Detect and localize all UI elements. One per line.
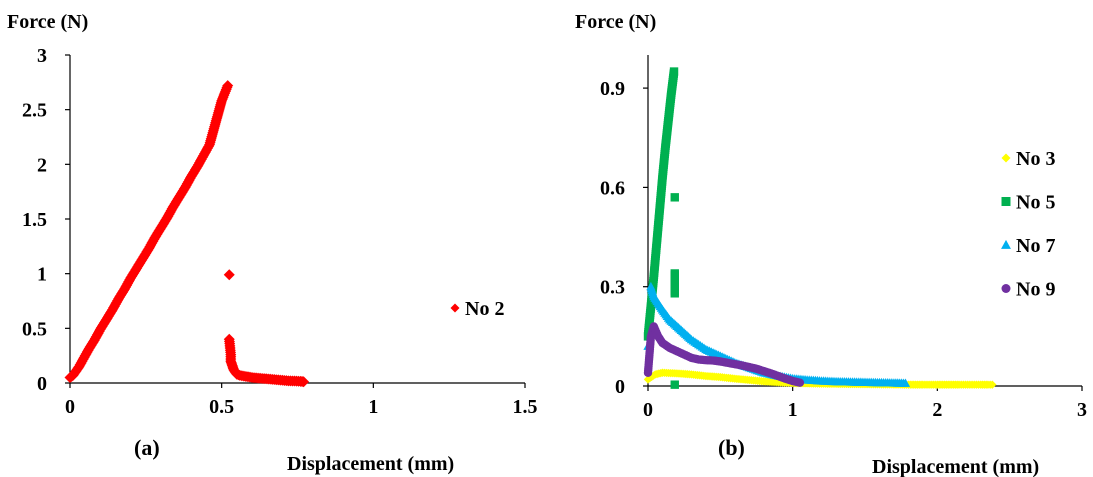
data-point bbox=[988, 380, 997, 389]
legend-marker bbox=[1001, 197, 1011, 206]
y-tick-label: 2.5 bbox=[22, 100, 47, 122]
x-tick-label: 1 bbox=[368, 396, 378, 418]
series-no-5 bbox=[643, 67, 679, 389]
legend-item: No 5 bbox=[1001, 192, 1055, 214]
data-point bbox=[669, 67, 679, 76]
legend-label: No 2 bbox=[465, 298, 504, 320]
data-points bbox=[64, 80, 310, 388]
chart-panel-a: Force (N) Displacement (mm) (a) 0 0.5 1 1.5… bbox=[7, 11, 538, 475]
legend: No 3 No 5 No 7 No 9 bbox=[1001, 148, 1055, 301]
y-tick-label: 0.5 bbox=[22, 318, 47, 340]
data-point bbox=[670, 193, 679, 202]
data-point bbox=[298, 376, 310, 388]
panel-label: (a) bbox=[134, 435, 160, 460]
y-tick-label: 0.6 bbox=[600, 177, 625, 199]
legend-label: No 5 bbox=[1016, 192, 1055, 214]
data-point bbox=[670, 380, 679, 389]
legend-marker bbox=[450, 303, 460, 313]
x-tick-label: 1.5 bbox=[513, 396, 538, 418]
legend-marker bbox=[1001, 239, 1011, 249]
y-tick-label: 3 bbox=[37, 45, 47, 67]
legend-label: No 3 bbox=[1016, 148, 1055, 170]
data-point bbox=[795, 378, 805, 387]
y-tick-label: 0 bbox=[615, 376, 625, 398]
y-tick-label: 0 bbox=[37, 373, 47, 395]
series-no-2 bbox=[64, 80, 310, 388]
y-tick-label: 2 bbox=[37, 154, 47, 176]
legend-marker bbox=[1001, 284, 1011, 293]
axes: 0 0.5 1 1.5 0 0.5 1 1.5 2 2.5 3 bbox=[22, 45, 538, 418]
data-points bbox=[643, 67, 997, 389]
legend-item: No 2 bbox=[450, 298, 504, 320]
legend-item: No 7 bbox=[1001, 235, 1055, 257]
legend-marker bbox=[1001, 153, 1011, 163]
y-axis-title: Force (N) bbox=[575, 11, 656, 33]
x-axis-title: Displacement (mm) bbox=[287, 453, 454, 475]
data-point bbox=[670, 289, 679, 298]
x-tick-label: 0 bbox=[65, 396, 75, 418]
series-no-3 bbox=[643, 368, 997, 389]
panel-label: (b) bbox=[718, 435, 745, 460]
x-tick-label: 3 bbox=[1077, 399, 1087, 421]
x-axis-title: Displacement (mm) bbox=[872, 456, 1039, 477]
data-point bbox=[222, 80, 234, 92]
data-point bbox=[223, 269, 235, 281]
series-no-9 bbox=[643, 322, 805, 387]
legend: No 2 bbox=[450, 298, 504, 320]
legend-label: No 9 bbox=[1016, 279, 1055, 301]
legend-item: No 9 bbox=[1001, 279, 1055, 301]
x-tick-label: 1 bbox=[788, 399, 798, 421]
y-axis-title: Force (N) bbox=[7, 11, 88, 33]
x-tick-label: 0 bbox=[643, 399, 653, 421]
y-tick-label: 1.5 bbox=[22, 209, 47, 231]
data-point bbox=[900, 378, 911, 387]
chart-panel-b: Force (N) Displacement (mm) (b) 0 1 2 3 0 0.3… bbox=[575, 11, 1087, 477]
legend-label: No 7 bbox=[1016, 235, 1055, 257]
x-tick-label: 2 bbox=[932, 399, 942, 421]
y-tick-label: 0.9 bbox=[600, 78, 625, 100]
axes: 0 1 2 3 0 0.3 0.6 0.9 bbox=[600, 55, 1087, 421]
x-tick-label: 0.5 bbox=[209, 396, 234, 418]
legend-item: No 3 bbox=[1001, 148, 1055, 170]
y-tick-label: 1 bbox=[37, 264, 47, 286]
y-tick-label: 0.3 bbox=[600, 277, 625, 299]
